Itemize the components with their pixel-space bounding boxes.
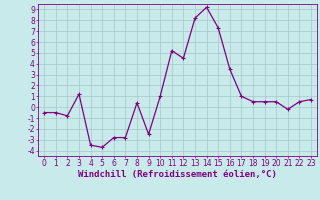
X-axis label: Windchill (Refroidissement éolien,°C): Windchill (Refroidissement éolien,°C) [78,170,277,179]
